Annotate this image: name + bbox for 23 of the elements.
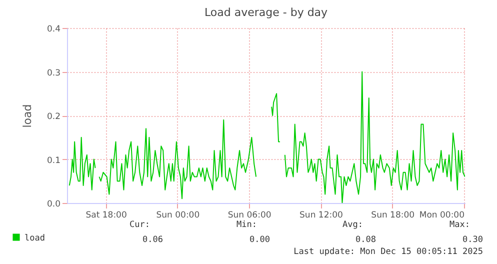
- text: Cur:: [130, 220, 150, 230]
- text: 0.30: [462, 235, 483, 245]
- text: 0.00: [250, 235, 270, 245]
- y-tick-label: 0.3: [46, 68, 60, 78]
- y-tick-label: 0.2: [46, 112, 60, 122]
- x-tick-label: Sun 18:00: [371, 210, 415, 220]
- y-tick-label: 0.1: [46, 156, 60, 166]
- y-tick-label: 0.4: [46, 24, 60, 34]
- text: 0.06: [142, 235, 163, 245]
- x-tick-label: Sun 12:00: [300, 210, 343, 220]
- x-tick-label: Sun 06:00: [228, 210, 272, 220]
- y-axis-title: load: [20, 104, 34, 128]
- text: Max:: [450, 220, 470, 230]
- text: Avg:: [342, 220, 363, 230]
- text: 0.08: [356, 235, 376, 245]
- x-tick-label: Sat 18:00: [86, 210, 127, 220]
- text: Last update: Mon Dec 15 00:05:11 2025: [294, 247, 483, 257]
- chart-title: Load average - by day: [204, 6, 328, 19]
- x-tick-label: Sun 00:00: [156, 210, 200, 220]
- text: Min:: [236, 220, 257, 230]
- y-tick-label: 0.0: [46, 200, 60, 210]
- legend-label: load: [24, 233, 45, 244]
- x-tick-label: Mon 00:00: [419, 210, 465, 220]
